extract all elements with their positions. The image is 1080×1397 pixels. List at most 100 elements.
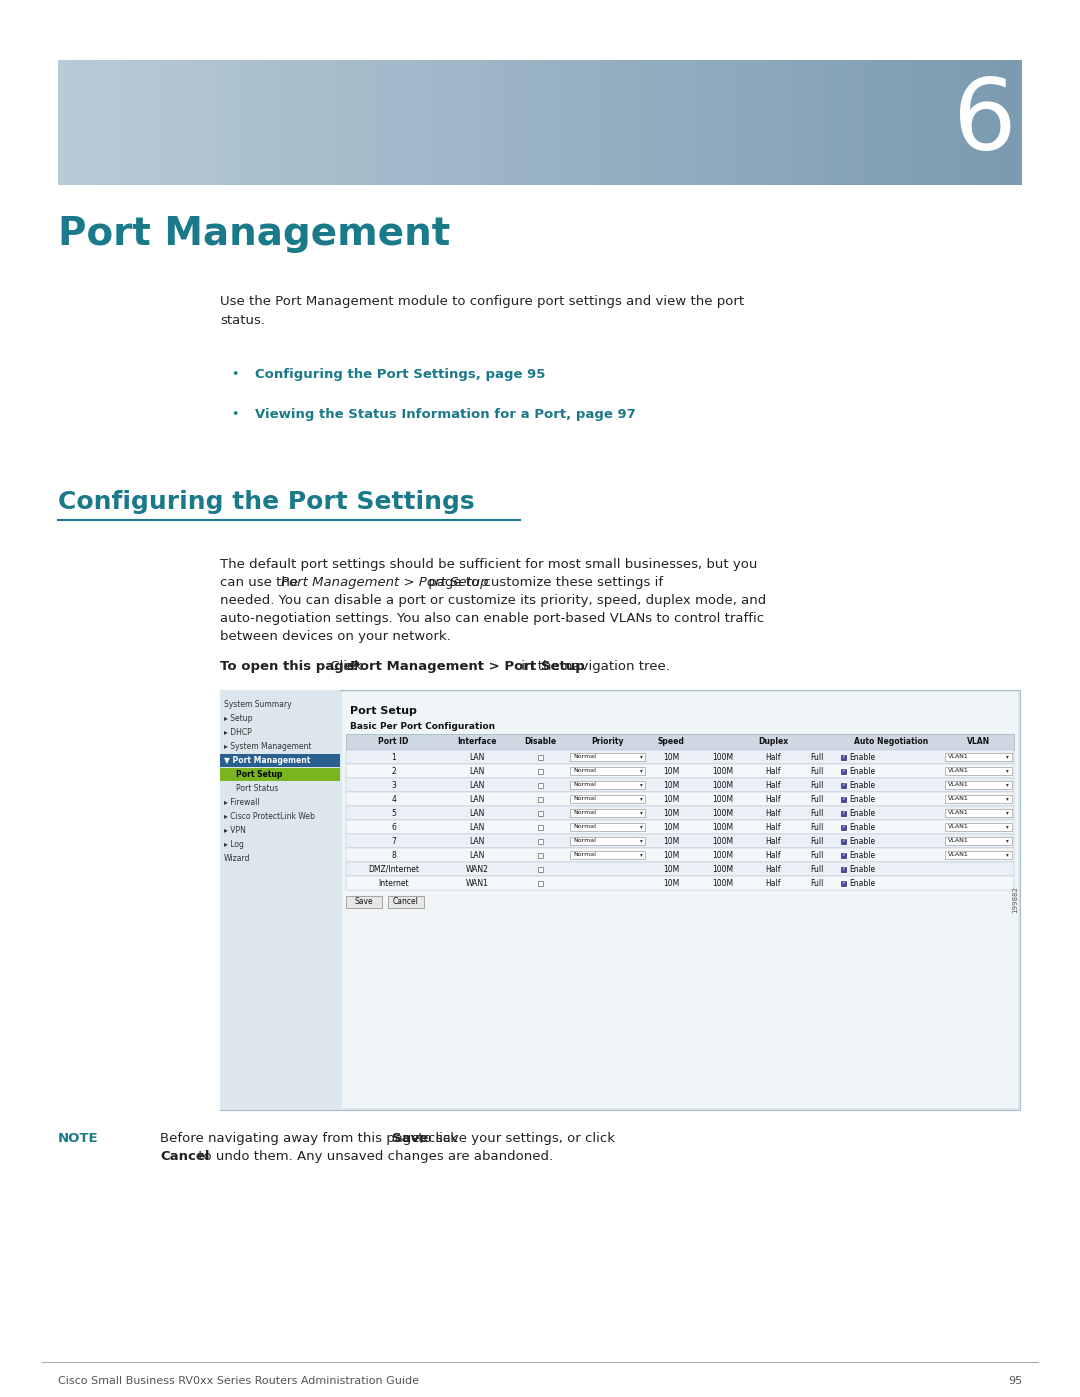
Text: Full: Full <box>811 809 824 817</box>
Bar <box>323 60 335 184</box>
Bar <box>745 60 757 184</box>
Bar <box>570 767 646 775</box>
Text: 100M: 100M <box>713 809 733 817</box>
Bar <box>346 792 1014 806</box>
Bar <box>570 753 646 761</box>
Text: Half: Half <box>765 809 781 817</box>
Text: 8: 8 <box>391 851 396 859</box>
Text: Full: Full <box>811 837 824 845</box>
Text: Enable: Enable <box>850 837 876 845</box>
Text: ▾: ▾ <box>1007 838 1009 844</box>
Text: can use the: can use the <box>220 576 302 590</box>
Bar <box>538 754 543 760</box>
Text: ✓: ✓ <box>841 866 847 872</box>
Bar <box>945 795 1012 803</box>
Text: ▾: ▾ <box>639 852 643 858</box>
Bar <box>419 60 432 184</box>
Bar <box>82 60 94 184</box>
Text: ▾: ▾ <box>639 754 643 760</box>
Text: needed. You can disable a port or customize its priority, speed, duplex mode, an: needed. You can disable a port or custom… <box>220 594 766 608</box>
Bar <box>346 750 1014 764</box>
Text: 199882: 199882 <box>1012 887 1018 914</box>
Bar <box>456 60 468 184</box>
Bar <box>781 60 793 184</box>
Bar <box>346 820 1014 834</box>
Bar <box>540 60 552 184</box>
Bar <box>600 60 612 184</box>
Bar <box>570 809 646 817</box>
Bar <box>342 692 1018 1108</box>
Text: Priority: Priority <box>592 738 624 746</box>
Bar <box>841 796 847 802</box>
Bar <box>432 60 444 184</box>
Bar <box>538 810 543 816</box>
Bar <box>346 876 1014 890</box>
Text: 10M: 10M <box>663 767 679 775</box>
Text: 100M: 100M <box>713 795 733 803</box>
Bar <box>945 767 1012 775</box>
Text: Full: Full <box>811 795 824 803</box>
Text: Enable: Enable <box>850 823 876 831</box>
Bar <box>818 60 829 184</box>
Bar <box>673 60 685 184</box>
Text: 10M: 10M <box>663 837 679 845</box>
Bar <box>335 60 347 184</box>
Text: To open this page:: To open this page: <box>220 659 359 673</box>
Bar <box>468 60 480 184</box>
Bar <box>275 60 287 184</box>
Text: LAN: LAN <box>469 767 485 775</box>
Bar <box>841 824 847 830</box>
Text: Full: Full <box>811 865 824 873</box>
Bar <box>346 848 1014 862</box>
Text: ▸ Firewall: ▸ Firewall <box>224 798 259 807</box>
Text: WAN2: WAN2 <box>465 865 488 873</box>
Text: Save: Save <box>392 1132 428 1146</box>
Bar <box>388 895 424 908</box>
Bar <box>945 781 1012 789</box>
Text: Normal: Normal <box>573 782 596 788</box>
Text: 4: 4 <box>391 795 396 803</box>
Bar <box>538 824 543 830</box>
Bar <box>220 754 340 767</box>
Text: Half: Half <box>765 753 781 761</box>
Bar <box>538 880 543 886</box>
Text: VLAN1: VLAN1 <box>947 796 969 802</box>
Text: Enable: Enable <box>850 795 876 803</box>
Bar <box>570 851 646 859</box>
Bar <box>516 60 528 184</box>
Text: 10M: 10M <box>663 879 679 887</box>
Bar <box>70 60 82 184</box>
Text: VLAN1: VLAN1 <box>947 782 969 788</box>
Bar <box>576 60 589 184</box>
Text: Half: Half <box>765 823 781 831</box>
Text: Port Status: Port Status <box>237 784 279 793</box>
Bar <box>504 60 516 184</box>
Bar <box>945 809 1012 817</box>
Text: ▸ System Management: ▸ System Management <box>224 742 311 752</box>
Text: ▾: ▾ <box>1007 782 1009 788</box>
Bar <box>962 60 974 184</box>
Bar <box>624 60 636 184</box>
Text: ▾: ▾ <box>639 838 643 844</box>
Text: ▸ Setup: ▸ Setup <box>224 714 253 724</box>
Text: WAN1: WAN1 <box>465 879 488 887</box>
Bar <box>708 60 720 184</box>
Bar <box>347 60 360 184</box>
Text: ✓: ✓ <box>841 796 847 802</box>
Bar <box>372 60 383 184</box>
Text: ✓: ✓ <box>841 754 847 760</box>
Text: 100M: 100M <box>713 781 733 789</box>
Bar <box>251 60 262 184</box>
Bar <box>829 60 841 184</box>
Text: Half: Half <box>765 767 781 775</box>
Text: ▼ Port Management: ▼ Port Management <box>224 756 310 766</box>
Text: Half: Half <box>765 865 781 873</box>
Bar <box>865 60 877 184</box>
Bar <box>757 60 769 184</box>
Text: 10M: 10M <box>663 851 679 859</box>
Bar <box>685 60 697 184</box>
Text: ▾: ▾ <box>639 768 643 774</box>
Text: Wizard: Wizard <box>224 854 251 863</box>
Text: Interface: Interface <box>457 738 497 746</box>
Bar <box>937 60 949 184</box>
